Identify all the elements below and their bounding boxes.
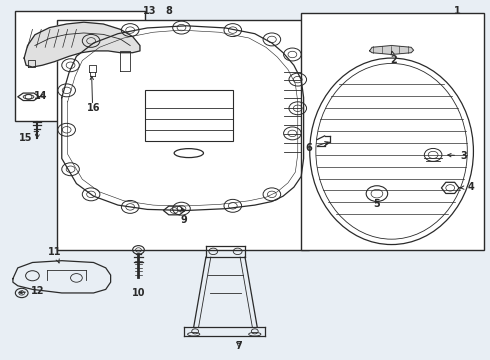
Polygon shape: [369, 45, 414, 54]
Text: 6: 6: [306, 141, 328, 153]
Bar: [15, 12, 145, 121]
Text: 14: 14: [34, 91, 48, 102]
Text: 12: 12: [19, 286, 45, 296]
Text: 11: 11: [48, 247, 62, 263]
Bar: [145, 90, 233, 140]
Text: 3: 3: [448, 150, 467, 161]
Text: 5: 5: [373, 199, 380, 210]
Text: 9: 9: [180, 208, 187, 225]
Text: 4: 4: [461, 182, 474, 192]
Text: 13: 13: [143, 6, 156, 16]
Polygon shape: [24, 22, 140, 67]
Text: 2: 2: [391, 51, 397, 65]
Text: 8: 8: [166, 6, 172, 16]
Text: 7: 7: [235, 341, 242, 351]
Bar: [301, 13, 485, 250]
Bar: [57, 21, 309, 250]
Text: 1: 1: [454, 6, 461, 16]
Text: 15: 15: [19, 131, 38, 143]
Text: 10: 10: [132, 288, 145, 298]
Text: 16: 16: [87, 103, 100, 113]
